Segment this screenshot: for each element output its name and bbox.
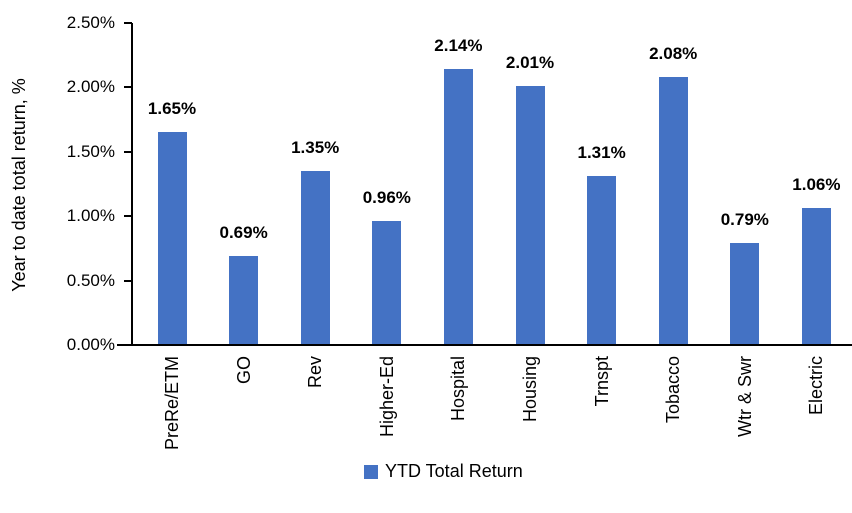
bar-housing [515,86,545,345]
bar-trnspt [587,176,617,345]
value-label-higher-ed: 0.96% [362,188,411,208]
value-label-electric: 1.06% [792,175,841,195]
bar-higher-ed [372,221,402,345]
x-axis-label-hospital: Hospital [448,356,469,422]
y-tick-label: 1.50% [66,141,115,161]
x-axis-label-electric: Electric [806,356,827,416]
value-label-wtr-swr: 0.79% [720,210,769,230]
y-tick-mark [124,279,132,282]
y-axis-line [131,23,133,346]
bar-hospital [443,69,473,345]
bar-electric [801,208,831,345]
y-tick-label: 0.50% [66,270,115,290]
value-label-housing: 2.01% [505,53,555,73]
y-tick-label: 0.00% [66,335,115,354]
x-axis-label-higher-ed: Higher-Ed [376,356,397,438]
y-tick-label: 2.50% [66,13,115,32]
value-label-prere-etm: 1.65% [147,99,197,119]
bar-rev [300,171,330,345]
bar-wtr-swr [730,243,760,345]
value-label-hospital: 2.14% [434,36,483,56]
bar-tobacco [658,77,688,345]
x-axis-label-housing: Housing [520,356,540,423]
value-label-trnspt: 1.31% [577,143,626,163]
legend-label: YTD Total Return [385,461,523,481]
y-tick-label: 1.00% [66,206,115,226]
value-label-tobacco: 2.08% [649,44,698,64]
y-axis-title: Year to date total return, % [9,78,29,292]
x-axis-label-tobacco: Tobacco [663,356,684,424]
x-axis-label-wtr-swr: Wtr & Swr [734,356,755,437]
x-axis-label-rev: Rev [305,356,326,389]
y-tick-mark [124,86,132,89]
y-tick-mark [124,215,132,218]
legend-color-swatch-icon [364,464,378,479]
bar-go [229,256,259,345]
x-axis-label-trnspt: Trnspt [591,356,612,407]
bar-prere-etm [157,132,187,345]
x-axis-label-prere-etm: PreRe/ETM [162,356,182,451]
legend: YTD Total Return [364,461,523,482]
x-axis-line [117,344,852,346]
y-tick-label: 2.00% [66,77,115,97]
value-label-rev: 1.35% [291,138,340,158]
value-label-go: 0.69% [219,223,268,243]
y-tick-mark [124,150,132,153]
y-tick-mark [124,22,132,24]
x-axis-label-go: GO [233,356,254,385]
